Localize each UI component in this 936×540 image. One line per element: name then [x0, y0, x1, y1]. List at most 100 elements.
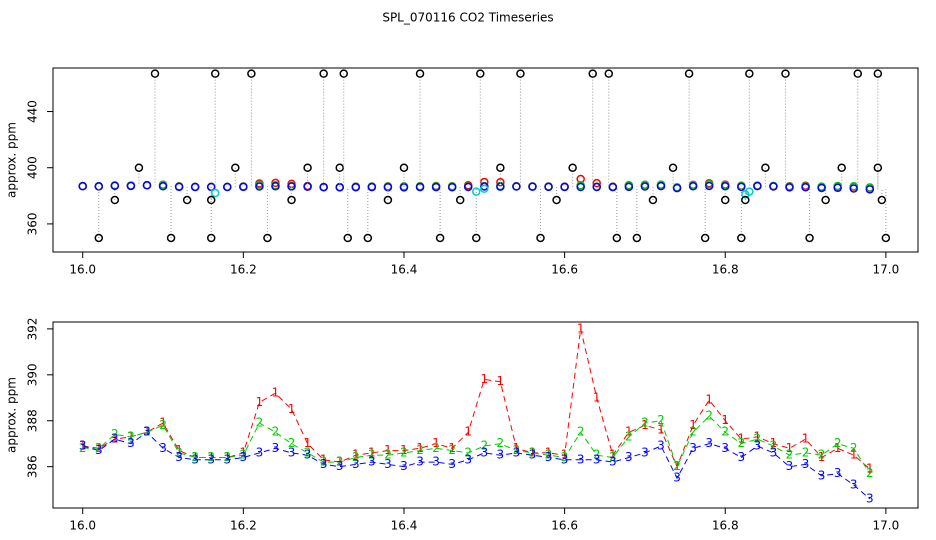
point-symbol: 3: [866, 491, 874, 505]
point-symbol: 2: [432, 441, 440, 455]
point-symbol: 3: [304, 448, 312, 462]
point: [158, 182, 168, 191]
point-symbol: 1: [673, 459, 681, 473]
point-symbol: 3: [256, 445, 264, 459]
point-symbol: 2: [561, 450, 569, 464]
point-symbol: 1: [689, 418, 697, 432]
point: [174, 182, 184, 192]
point: [576, 182, 585, 192]
x-tick-label: 16.4: [391, 263, 418, 277]
point: [837, 163, 846, 172]
point: [110, 181, 120, 190]
point-symbol: 1: [288, 402, 296, 416]
point: [303, 163, 312, 172]
point-symbol: 2: [127, 429, 135, 443]
y-axis-label: approx. ppm: [5, 377, 19, 453]
point: [206, 195, 216, 205]
point: [431, 182, 441, 192]
point-symbol: 2: [818, 448, 826, 462]
point: [753, 181, 762, 191]
point-symbol: 2: [850, 441, 858, 455]
point: [399, 183, 409, 192]
point-symbol: 1: [159, 416, 167, 430]
series-line: [82, 431, 871, 500]
point: [142, 181, 152, 190]
point-symbol: 3: [673, 471, 681, 485]
point: [287, 195, 296, 205]
point-symbol: 2: [593, 448, 601, 462]
point: [190, 182, 200, 192]
point: [608, 182, 618, 192]
point: [720, 182, 730, 191]
point-symbol: 2: [513, 443, 521, 457]
point-symbol: 3: [464, 452, 472, 466]
point-symbol: 1: [641, 418, 649, 432]
point-symbol: 1: [770, 436, 778, 450]
point-symbol: 3: [416, 455, 424, 469]
point-symbol: 1: [432, 436, 440, 450]
point: [78, 181, 87, 191]
point: [223, 182, 232, 192]
point-symbol: 2: [497, 436, 505, 450]
point: [150, 69, 160, 78]
point-symbol: 2: [416, 443, 424, 457]
point: [255, 182, 264, 191]
point-symbol: 2: [577, 425, 585, 439]
point: [873, 69, 883, 78]
point: [544, 182, 553, 192]
point-symbol: 3: [223, 452, 231, 466]
point: [319, 69, 328, 78]
point-symbol: 2: [737, 436, 745, 450]
point-symbol: 2: [95, 441, 103, 455]
point-symbol: 2: [159, 418, 167, 432]
point: [210, 69, 220, 78]
y-tick-label: 400: [26, 156, 40, 179]
point: [612, 233, 622, 243]
point: [853, 69, 863, 78]
point: [684, 69, 694, 78]
x-tick-label: 16.2: [230, 519, 257, 533]
series-line: [82, 415, 871, 474]
point: [592, 182, 601, 192]
x-tick-label: 16.2: [230, 263, 257, 277]
point-symbol: 3: [625, 450, 633, 464]
point: [745, 69, 754, 78]
point-symbol: 1: [818, 450, 826, 464]
point: [319, 182, 328, 192]
point-symbol: 3: [448, 457, 456, 471]
point-symbol: 2: [754, 432, 762, 446]
point-symbol: 1: [593, 390, 601, 404]
point: [528, 182, 537, 191]
point: [881, 233, 891, 243]
point: [206, 233, 216, 243]
point-symbol: 2: [223, 450, 231, 464]
point-symbol: 3: [657, 439, 665, 453]
point-symbol: 3: [802, 457, 810, 471]
point: [668, 163, 678, 172]
point-symbol: 1: [834, 441, 842, 455]
point: [849, 184, 858, 193]
point: [536, 233, 545, 243]
point-symbol: 1: [850, 448, 858, 462]
point-symbol: 2: [175, 445, 183, 459]
point-symbol: 2: [770, 439, 778, 453]
point-symbol: 2: [464, 445, 472, 459]
point: [865, 185, 875, 194]
point-symbol: 1: [705, 393, 713, 407]
chart-title: SPL_070116 CO2 Timeseries: [382, 11, 553, 25]
point-symbol: 2: [207, 450, 215, 464]
point-symbol: 1: [240, 445, 248, 459]
point-symbol: 3: [191, 452, 199, 466]
point-symbol: 3: [577, 452, 585, 466]
point-symbol: 3: [159, 441, 167, 455]
point-symbol: 3: [432, 455, 440, 469]
point: [447, 182, 457, 192]
point-symbol: 3: [240, 450, 248, 464]
point-symbol: 2: [529, 445, 537, 459]
point: [873, 163, 883, 172]
point: [463, 182, 473, 192]
point-symbol: 2: [480, 439, 488, 453]
point-symbol: 1: [754, 429, 762, 443]
point-symbol: 3: [272, 441, 280, 455]
